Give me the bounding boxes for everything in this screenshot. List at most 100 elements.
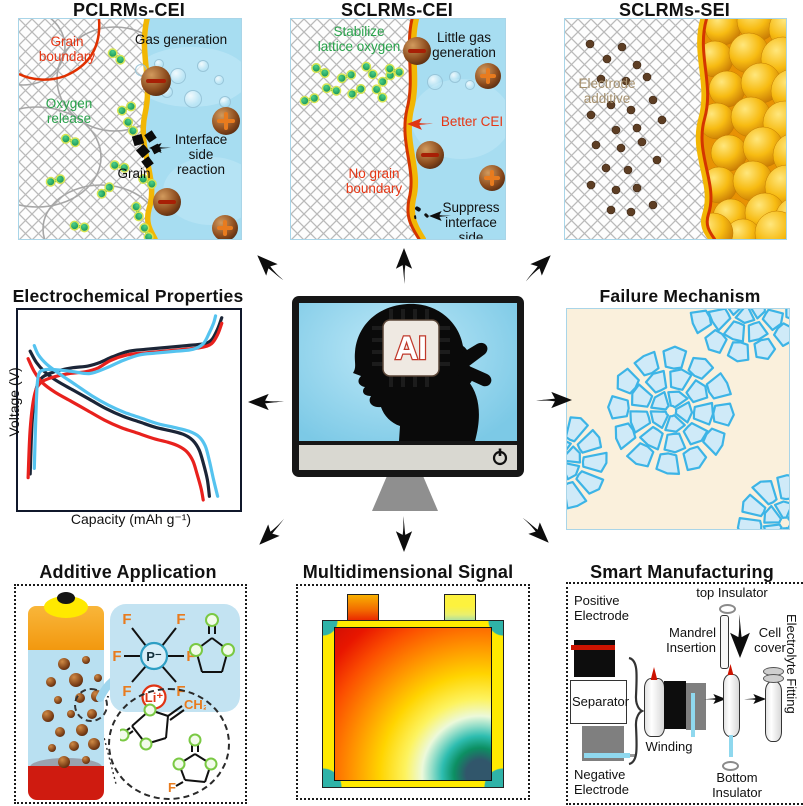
cracked-particle-shard [567, 481, 588, 510]
oxygen-molecule-icon [139, 223, 154, 239]
cracked-particle-shard [629, 410, 652, 434]
cracked-particle-shard [655, 452, 681, 475]
oxygen-molecule-icon [300, 93, 319, 106]
panel-title-sclrms-sei: SCLRMs-SEI [618, 0, 730, 20]
panel-failure-mechanism [566, 308, 790, 530]
cracked-particle-shard [638, 425, 664, 451]
oxygen-atom [189, 643, 203, 657]
side-reaction-debris-icon [414, 205, 422, 212]
x-axis-label: Capacity (mAh g⁻¹) [70, 511, 192, 527]
cracked-particle-shard [773, 322, 789, 348]
panel-title-electrochemical: Electrochemical Properties [12, 286, 244, 306]
panel-title-pclrms-cei: PCLRMs-CEI [72, 0, 185, 20]
cracked-particle-shard [650, 390, 670, 411]
cracked-particle-shard [682, 421, 709, 446]
cracked-particle-shard [567, 440, 572, 451]
cracked-particle-shard [687, 356, 715, 380]
suppress-interface-label: Suppress interface side reaction [442, 200, 500, 240]
cracked-particle-shard [702, 427, 726, 456]
oxygen-molecule-icon [311, 63, 330, 78]
fluorine-label: F [122, 611, 131, 628]
mandrel-insertion-label: Mandrel Insertion [666, 625, 716, 655]
cracked-particle-shard [751, 480, 778, 506]
oxygen-molecule-icon [322, 83, 341, 96]
grain-boundary-label: Grain boundary [38, 34, 96, 64]
cracked-particle-shard [567, 445, 581, 464]
cracked-particle-shard [707, 309, 732, 332]
anion-sphere-icon [416, 141, 444, 169]
bottom-insulator-label: Bottom Insulator [712, 770, 762, 800]
cracked-particle-shard [762, 523, 783, 529]
computer-monitor: AI [292, 296, 524, 477]
cracked-particle-shard [734, 309, 756, 324]
side-reaction-debris-icon [413, 215, 417, 220]
cracked-particle-shard [663, 432, 687, 454]
sei-red-line [700, 19, 716, 239]
better-cei-label: Better CEI [440, 114, 504, 129]
cracked-particle-shard [761, 309, 784, 332]
arrow-right-icon [536, 382, 572, 418]
oxygen-molecule-icon [123, 117, 138, 136]
gas-bubble-icon [214, 75, 224, 85]
arrow-up-icon [386, 248, 422, 284]
electrode-additive-dot [602, 54, 612, 64]
positive-tab-stripe [571, 645, 615, 650]
arrow-down-right-icon [518, 512, 554, 548]
no-grain-boundary-label: No grain boundary [345, 166, 403, 196]
panel-title-failure: Failure Mechanism [599, 286, 761, 306]
cracked-particles-illustration [567, 309, 789, 529]
cracked-particle-shard [763, 504, 783, 524]
electrode-additive-dot [632, 60, 642, 70]
oxygen-molecule-icon [46, 174, 65, 187]
oxygen-atom [221, 643, 235, 657]
cracked-particle-shard [787, 515, 789, 522]
cracked-particle-shard [576, 428, 603, 454]
sclrms-sei-illustration [565, 19, 786, 239]
electrode-additive-dot [652, 155, 662, 165]
electrode-additive-dot [606, 205, 616, 215]
side-reaction-debris-icon [423, 212, 429, 218]
electrode-additive-dot [585, 39, 595, 49]
jellyroll-separator-tail [729, 735, 733, 757]
oxygen-molecule-icon [371, 84, 388, 103]
magnifier-zoom-circle [108, 688, 230, 800]
pclrms-decorations [19, 19, 241, 239]
electrode-additive-dot [637, 137, 647, 147]
oxygen-atom [139, 737, 153, 751]
gas-bubble-icon [170, 68, 186, 84]
panel-pclrms-cei: Grain boundary Gas generation Oxygen rel… [18, 18, 242, 240]
cracked-particle-shard [674, 401, 694, 424]
additive-particle [46, 677, 56, 687]
winding-label: Winding [645, 739, 693, 754]
panel-title-signal: Multidimensional Signal [302, 562, 514, 582]
electrode-additive-dot [606, 100, 616, 110]
insertion-arrow-icon [718, 614, 762, 658]
cracked-particle-shard [747, 320, 769, 343]
electrode-additive-dot [648, 200, 658, 210]
y-axis-label: Voltage (V) [6, 367, 22, 437]
winding-anode-roll [686, 683, 706, 730]
vinylene-additive-molecule: CH₂ [120, 698, 206, 751]
electrode-additive-dot [617, 42, 627, 52]
electrode-additive-dot [611, 125, 621, 135]
winding-core-cylinder [644, 678, 665, 737]
water-highlight [411, 79, 505, 159]
oxygen-atom [143, 703, 157, 717]
oxygen-molecule-icon [61, 134, 80, 147]
panel-title-additive: Additive Application [39, 562, 217, 582]
anion-sphere-icon [153, 188, 181, 216]
sei-layer-line [695, 19, 714, 239]
cracked-particle-shard [741, 493, 767, 518]
cation-sphere-icon [475, 63, 501, 89]
fluorine-label: F [112, 648, 121, 665]
cathode-particle [754, 210, 786, 239]
cracked-particle-shard [644, 369, 668, 394]
panel-title-sclrms-cei: SCLRMs-CEI [340, 0, 453, 20]
suppress-reaction-arrow-icon [429, 205, 451, 227]
ai-chip-icon: AI [372, 309, 450, 387]
electrode-additive-dot [657, 115, 667, 125]
gas-bubble-icon [465, 80, 475, 90]
ai-head-graphic: AI [353, 303, 492, 441]
cracked-particle-shard [567, 462, 581, 481]
pouch-cell-outline [322, 620, 504, 788]
